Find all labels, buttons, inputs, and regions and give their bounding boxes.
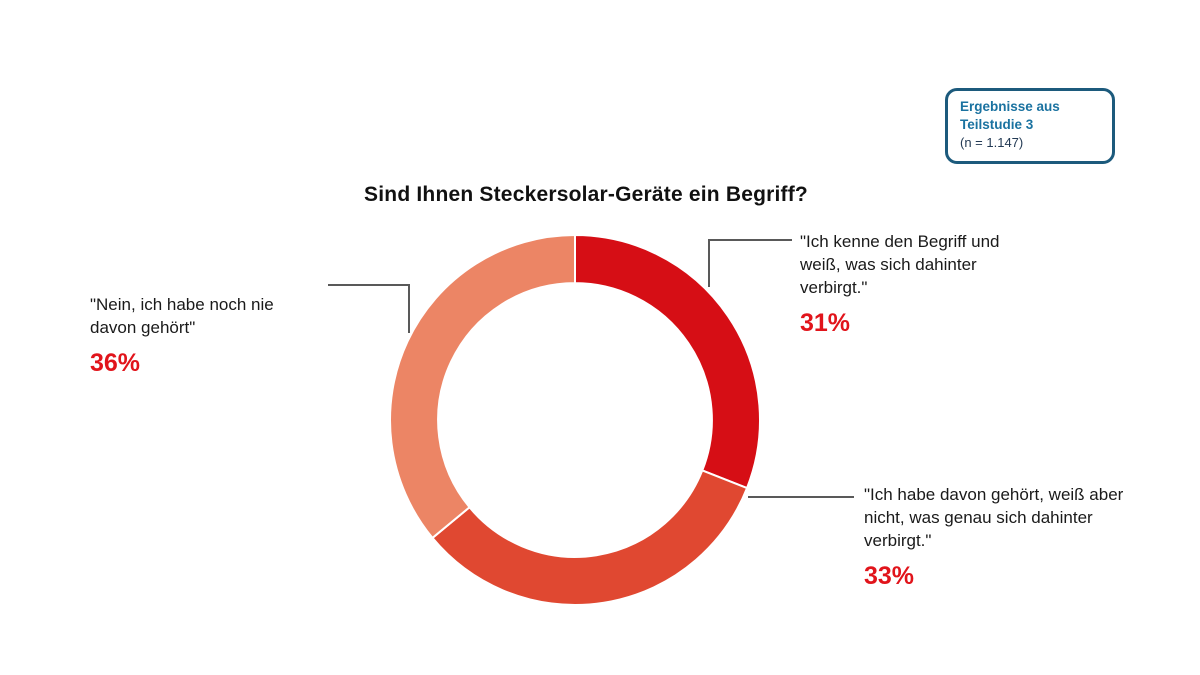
callout-know-term-label: "Ich kenne den Begriff und weiß, was sic… bbox=[800, 232, 1000, 297]
leader-line-right-bottom bbox=[748, 496, 854, 498]
callout-heard-unsure-label: "Ich habe davon gehört, weiß aber nicht,… bbox=[864, 485, 1124, 550]
leader-line-right-top bbox=[708, 239, 792, 287]
study-badge: Ergebnisse aus Teilstudie 3 (n = 1.147) bbox=[945, 88, 1115, 164]
callout-heard-unsure: "Ich habe davon gehört, weiß aber nicht,… bbox=[864, 484, 1136, 594]
leader-line-left bbox=[328, 284, 410, 333]
callout-know-term-percent: 31% bbox=[800, 308, 851, 337]
badge-line-2: Teilstudie 3 bbox=[960, 117, 1034, 133]
callout-know-term: "Ich kenne den Begriff und weiß, was sic… bbox=[800, 231, 1012, 341]
callout-never-heard-percent: 36% bbox=[90, 348, 141, 377]
donut-segment bbox=[389, 233, 576, 540]
callout-heard-unsure-percent: 33% bbox=[864, 561, 915, 590]
donut-chart bbox=[389, 233, 761, 606]
donut-segment bbox=[431, 469, 749, 606]
badge-sample-size: (n = 1.147) bbox=[960, 135, 1024, 151]
callout-never-heard-label: "Nein, ich habe noch nie davon gehört" bbox=[90, 295, 274, 337]
badge-line-1: Ergebnisse aus bbox=[960, 99, 1060, 114]
chart-title: Sind Ihnen Steckersolar-Geräte ein Begri… bbox=[364, 183, 808, 206]
donut-chart-area bbox=[388, 233, 762, 607]
callout-never-heard: "Nein, ich habe noch nie davon gehört" 3… bbox=[90, 294, 310, 381]
